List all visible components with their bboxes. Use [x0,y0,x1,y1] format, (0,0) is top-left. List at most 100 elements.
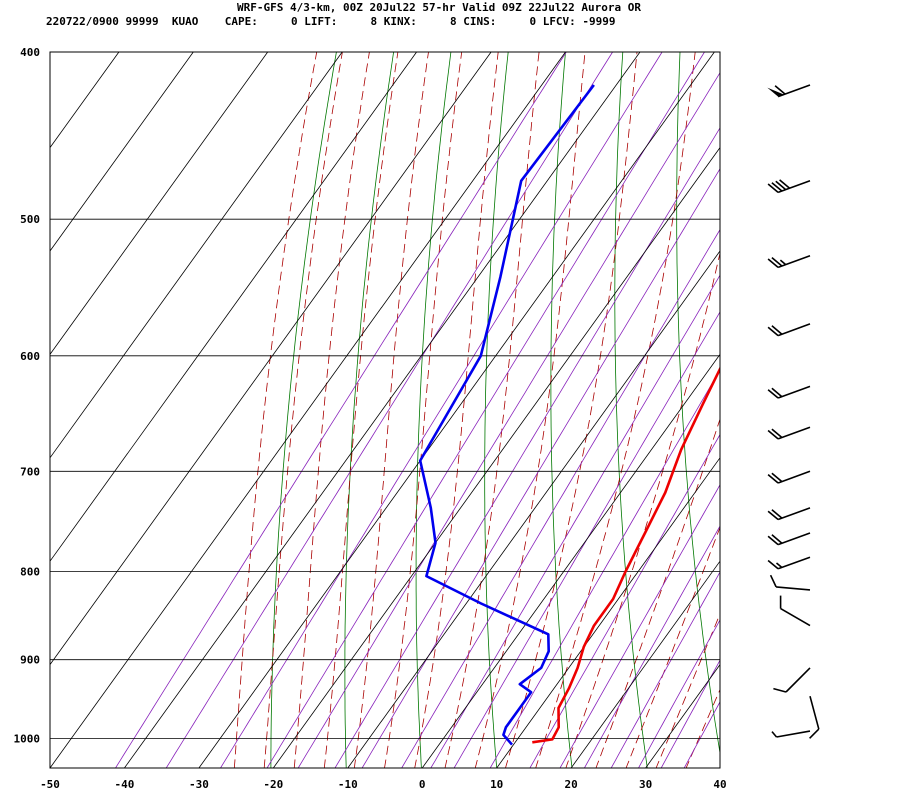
barb-staff [777,556,811,570]
plot-frame [49,51,721,769]
isotherm [347,250,721,769]
mixing-ratio-line [610,571,720,768]
barb-full [771,472,783,483]
moist-adiabat [384,52,463,768]
barb-full [774,85,786,95]
mixing-ratio-line [559,484,720,768]
mixing-ratio-line [529,433,720,768]
barb-full [771,428,783,439]
moist-adiabat [293,52,370,768]
barb-full [771,387,783,398]
grid [49,51,721,769]
barb-pennant [767,87,784,97]
wind-barb [767,323,811,337]
moist-adiabat [685,688,720,768]
isotherm [49,51,492,665]
mixing-ratio-line [297,72,720,768]
barb-full [767,429,779,440]
dry-adiabat [270,52,337,768]
dry-adiabat [795,14,877,783]
sounding-traces [418,84,720,746]
x-tick-label: -50 [40,778,60,791]
barb-full [767,535,779,546]
mixing-ratio-line [683,701,720,768]
sounding-indices: 220722/0900 99999 KUAO CAPE: 0 LIFT: 8 K… [46,15,616,28]
mixing-ratio-line [361,168,720,768]
mixing-ratio-line [165,52,614,768]
wind-barb [767,179,811,194]
wind-barb [767,532,811,546]
dewpoint-line [418,84,595,746]
moist-adiabat [565,251,720,768]
wind-barb [773,667,811,693]
wind-barb [769,574,811,591]
barb-full [771,509,783,519]
x-tick-label: -10 [338,778,358,791]
barb-full [771,325,783,335]
wind-barb [767,426,811,440]
moist-adiabat [414,52,499,768]
moist-adiabat [263,52,343,768]
barb-staff [776,730,811,738]
mixing-ratio-line [334,127,720,768]
x-tick-label: 30 [639,778,652,791]
x-tick-label: -30 [189,778,209,791]
isotherm [49,51,120,148]
barb-full [767,389,779,399]
isotherm [421,354,721,769]
y-tick-label: 800 [20,565,40,578]
mixing-ratio-line [220,52,663,768]
wind-barb [809,695,820,739]
mixing-ratio-line [115,52,567,768]
x-tick-label: 20 [564,778,577,791]
barb-half [779,259,787,266]
barb-staff [809,695,820,730]
barb-staff [777,255,811,269]
dry-adiabat [676,52,720,756]
barb-staff [777,426,811,440]
mixing-ratio-line [638,619,720,768]
x-tick-label: -20 [263,778,283,791]
moist-adiabat [353,52,429,768]
barb-staff [777,470,811,484]
mixing-ratio-line [453,311,720,768]
wind-barb [767,507,811,521]
mixing-ratio-lines [115,52,720,768]
dry-adiabat [415,52,452,768]
y-tick-label: 400 [20,46,40,59]
dry-adiabat [344,52,395,768]
chart-title: WRF-GFS 4/3-km, 00Z 20Jul22 57-hr Valid … [237,1,641,14]
mixing-ratio-line [430,274,720,768]
mixing-ratio-line [583,525,720,768]
barb-staff [777,532,811,546]
barb-half [775,562,783,569]
barb-full [767,473,779,484]
wind-barb [767,556,811,570]
moist-adiabat [535,52,696,768]
x-tick-label: 40 [713,778,726,791]
moist-adiabat [505,52,638,768]
barb-full [809,728,820,739]
y-tick-label: 500 [20,213,40,226]
axis-labels: 400 500 600 700 800 900 1000 -50 -40 -30 -20 -10 0 10… [14,46,727,791]
x-tick-label: 10 [490,778,503,791]
isotherm [49,51,194,252]
mixing-ratio-line [489,368,720,768]
moist-adiabat [595,417,720,768]
isotherm [496,457,721,769]
moist-adiabat [625,526,720,768]
wind-barb [771,730,811,738]
barb-full [771,256,783,267]
dry-adiabats [270,14,877,783]
wind-barb [767,84,811,98]
barb-staff [777,385,811,399]
barb-staff [785,667,811,693]
barb-full [767,183,779,194]
moist-adiabat [323,52,399,768]
y-tick-label: 900 [20,654,40,667]
moist-adiabats [233,52,720,768]
mixing-ratio-line [401,228,720,768]
y-tick-label: 1000 [14,733,41,746]
barb-full [779,179,791,189]
